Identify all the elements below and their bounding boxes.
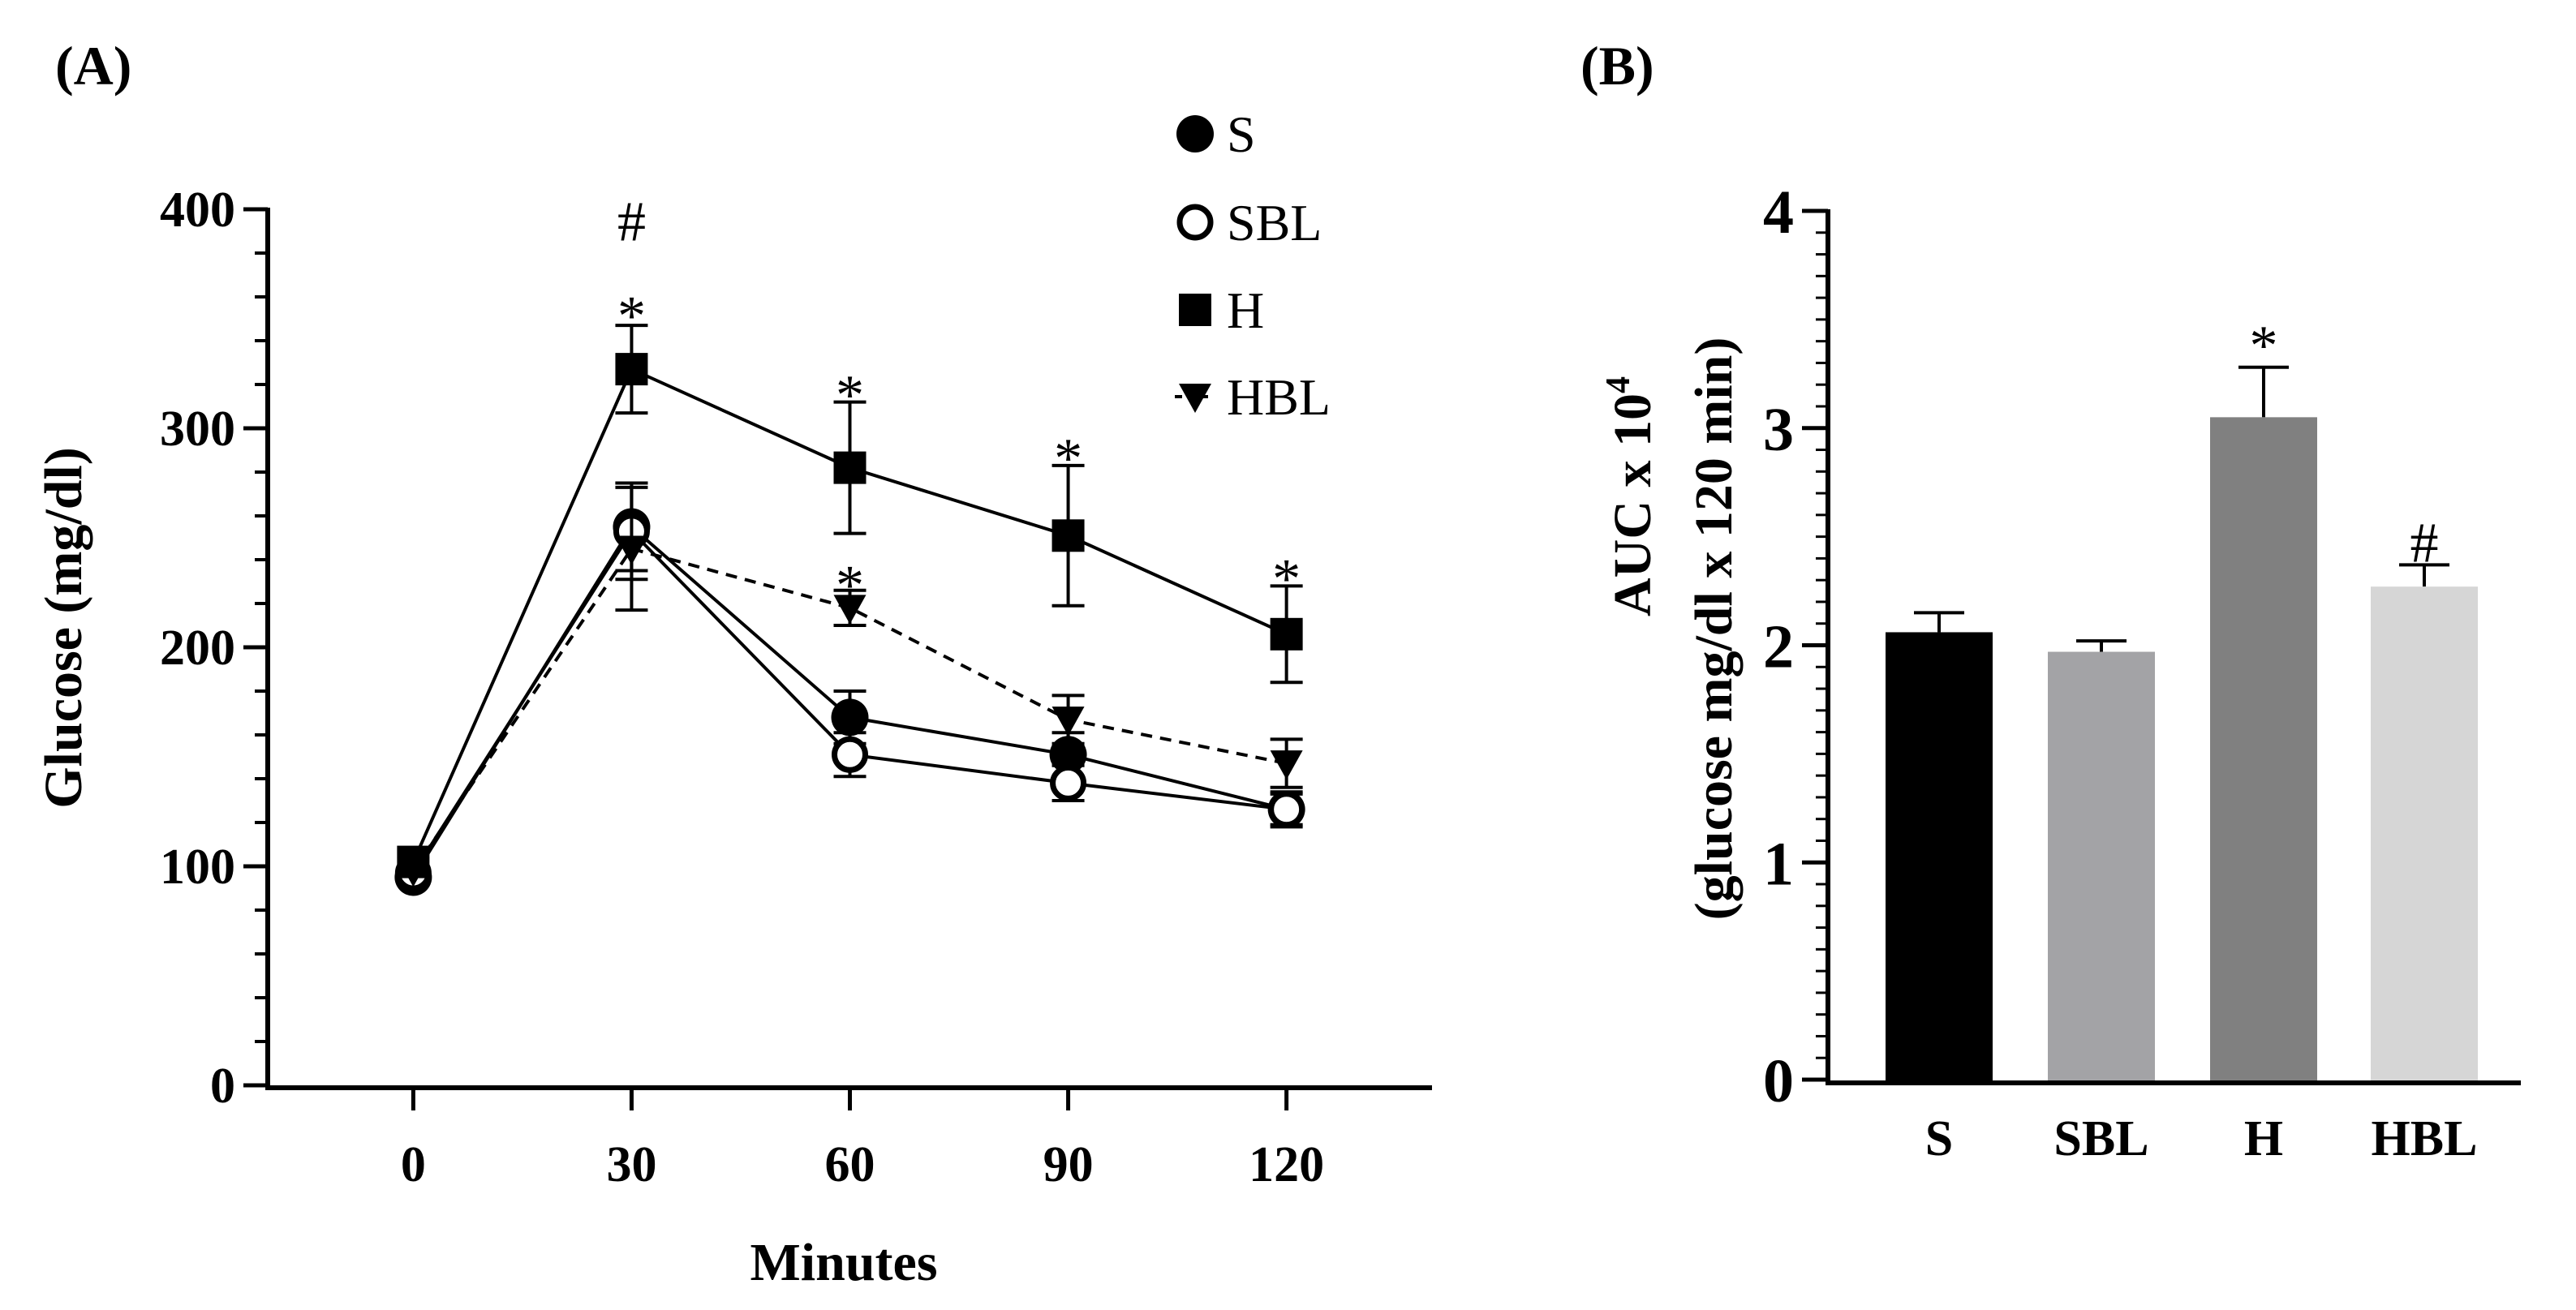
bar-group-h bbox=[2210, 365, 2317, 1080]
chart-b-x-tick-label: HBL bbox=[2372, 1111, 2478, 1166]
chart-a-y-tick-label: 400 bbox=[160, 183, 235, 238]
legend-marker bbox=[1176, 204, 1214, 241]
data-point bbox=[1268, 791, 1305, 828]
data-point bbox=[832, 736, 868, 773]
data-point bbox=[833, 451, 867, 484]
legend-label: SBL bbox=[1227, 194, 1322, 251]
chart-a-x-title: Minutes bbox=[750, 1233, 938, 1292]
panel-b-label: (B) bbox=[1580, 35, 1654, 97]
series-sbl bbox=[394, 481, 1305, 891]
chart-b-x-tick-label: SBL bbox=[2053, 1111, 2148, 1166]
significance-marker: # bbox=[2410, 512, 2439, 574]
significance-marker: * bbox=[1054, 427, 1082, 490]
bar bbox=[2048, 651, 2155, 1080]
legend-label: S bbox=[1227, 105, 1256, 163]
bar bbox=[2210, 417, 2317, 1080]
series-h bbox=[397, 324, 1303, 878]
chart-a-y-tick-label: 100 bbox=[160, 840, 235, 895]
chart-a-x-tick-label: 60 bbox=[825, 1137, 875, 1192]
legend-item-sbl: SBL bbox=[1176, 194, 1322, 251]
series-line bbox=[411, 547, 1288, 872]
chart-b-y-title-line1: AUC x 104 bbox=[1600, 376, 1662, 616]
chart-a-x-tick-label: 120 bbox=[1249, 1137, 1324, 1192]
data-point bbox=[831, 698, 869, 737]
data-point bbox=[397, 857, 430, 887]
chart-a-legend: S SBL H HBL bbox=[1175, 105, 1331, 426]
bar bbox=[2371, 586, 2478, 1080]
series-hbl bbox=[397, 485, 1303, 887]
legend-item-s: S bbox=[1176, 105, 1256, 163]
data-point bbox=[1270, 750, 1303, 780]
chart-a-y-tick-label: 300 bbox=[160, 402, 235, 457]
legend-marker bbox=[1176, 115, 1214, 152]
data-point bbox=[833, 595, 867, 625]
chart-b-y-tick-label: 0 bbox=[1763, 1047, 1794, 1115]
chart-a-y-title: Glucose (mg/dl) bbox=[34, 447, 93, 808]
chart-b-y-tick-label: 1 bbox=[1763, 830, 1794, 898]
chart-b-y-tick-label: 4 bbox=[1763, 178, 1794, 247]
chart-a-x-tick-label: 90 bbox=[1043, 1137, 1094, 1192]
data-point bbox=[1051, 519, 1085, 552]
data-point bbox=[1050, 764, 1087, 801]
data-point bbox=[1270, 617, 1303, 651]
chart-a-y-tick-label: 0 bbox=[210, 1059, 235, 1114]
glucose-time-chart: Minutes Glucose (mg/dl) 0 100 200 300 400 0 30… bbox=[34, 105, 1432, 1292]
legend-label: HBL bbox=[1227, 368, 1331, 426]
legend-marker bbox=[1179, 384, 1211, 413]
chart-b-y-tick-label: 2 bbox=[1763, 613, 1794, 681]
chart-b-y-title-exponent: 4 bbox=[1600, 376, 1637, 393]
chart-b-y-title-line2: (glucose mg/dl x 120 min) bbox=[1684, 337, 1744, 921]
chart-b-x-tick-label: H bbox=[2244, 1111, 2283, 1166]
chart-a-x-tick-label: 30 bbox=[606, 1137, 656, 1192]
legend-item-hbl: HBL bbox=[1175, 368, 1331, 426]
bar-group-hbl bbox=[2371, 563, 2478, 1080]
chart-b-y-tick-label: 3 bbox=[1763, 396, 1794, 464]
significance-marker: * bbox=[617, 286, 646, 348]
significance-marker: * bbox=[1272, 548, 1301, 611]
chart-b-x-tick-label: S bbox=[1925, 1111, 1953, 1166]
significance-marker: * bbox=[2250, 315, 2278, 377]
panel-a-label: (A) bbox=[55, 35, 131, 97]
data-point bbox=[615, 353, 648, 386]
chart-a-y-tick-label: 200 bbox=[160, 621, 235, 676]
chart-b-y-title-main: AUC x 10 bbox=[1603, 393, 1662, 616]
legend-label: H bbox=[1227, 281, 1264, 339]
significance-marker: # bbox=[617, 191, 646, 254]
legend-marker bbox=[1179, 294, 1211, 326]
data-point bbox=[1051, 707, 1085, 737]
legend-item-h: H bbox=[1179, 281, 1264, 339]
auc-bar-chart: AUC x 104 (glucose mg/dl x 120 min) 0123… bbox=[1600, 178, 2521, 1166]
significance-marker: * bbox=[836, 364, 864, 427]
bar-group-sbl bbox=[2048, 639, 2155, 1080]
bar-group-s bbox=[1886, 611, 1993, 1080]
significance-marker: * bbox=[836, 555, 864, 617]
data-point bbox=[615, 535, 648, 565]
chart-a-x-tick-label: 0 bbox=[401, 1137, 426, 1192]
bar bbox=[1886, 632, 1993, 1080]
